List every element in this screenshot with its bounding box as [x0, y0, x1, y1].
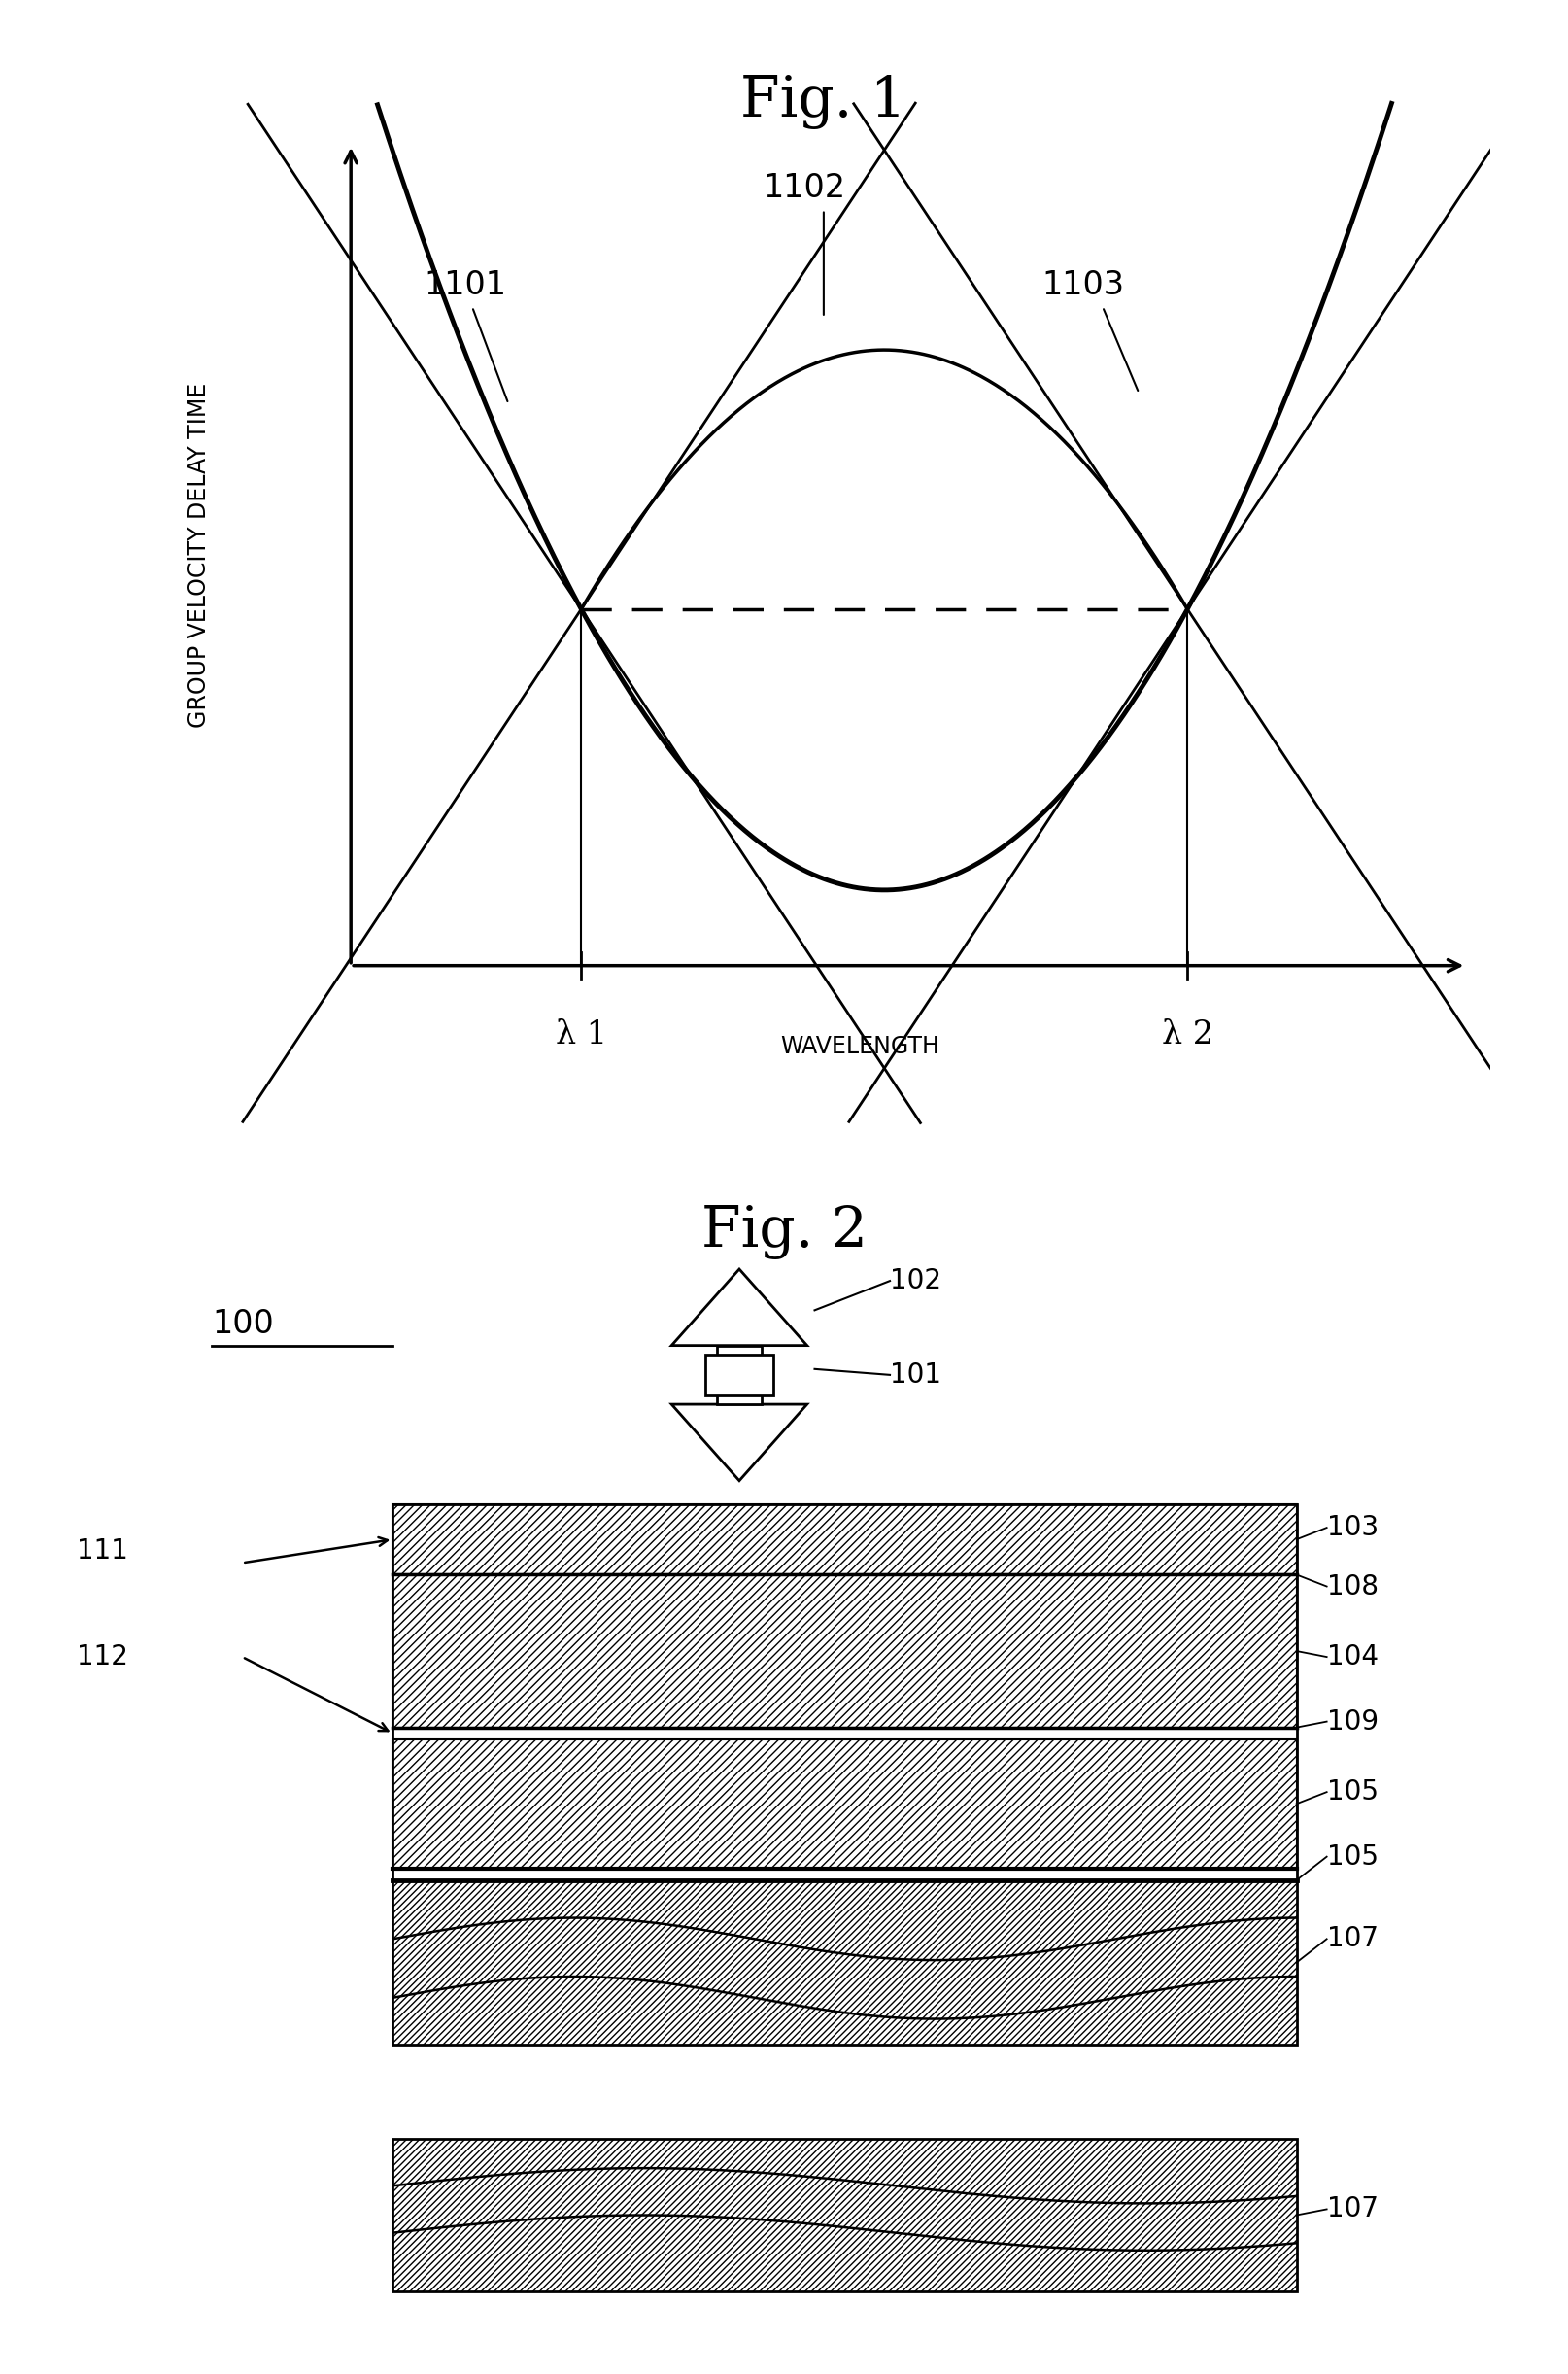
Text: 103: 103 [1327, 1515, 1377, 1541]
Text: 1102: 1102 [762, 171, 845, 204]
Text: 104: 104 [1327, 1643, 1377, 1671]
Bar [392, 1880, 1295, 2044]
Bar [392, 1574, 1295, 1728]
Text: 1101: 1101 [423, 268, 506, 301]
Text: 111: 111 [77, 1538, 129, 1564]
Polygon shape [671, 1405, 806, 1481]
Bar [392, 1505, 1295, 2044]
Text: λ 1: λ 1 [555, 1021, 607, 1052]
Text: 107: 107 [1327, 2196, 1377, 2222]
Bar [392, 2139, 1295, 2291]
Text: 112: 112 [77, 1643, 129, 1671]
Bar [392, 1740, 1295, 1868]
Bar [717, 1346, 762, 1405]
Text: Fig. 1: Fig. 1 [740, 74, 906, 128]
Text: Fig. 2: Fig. 2 [701, 1204, 867, 1258]
Bar [392, 2139, 1295, 2291]
Text: 105: 105 [1327, 1778, 1377, 1807]
Bar [392, 1505, 1295, 1574]
Text: 105: 105 [1327, 1842, 1377, 1871]
Polygon shape [671, 1270, 806, 1346]
Text: λ 2: λ 2 [1160, 1021, 1212, 1052]
Text: 109: 109 [1327, 1707, 1377, 1735]
Text: 107: 107 [1327, 1925, 1377, 1951]
Text: GROUP VELOCITY DELAY TIME: GROUP VELOCITY DELAY TIME [188, 382, 210, 729]
Bar [392, 1505, 1295, 2044]
Text: 108: 108 [1327, 1574, 1377, 1600]
Bar [392, 2139, 1295, 2291]
Text: 102: 102 [889, 1268, 941, 1294]
Bar [706, 1353, 773, 1396]
Text: 100: 100 [212, 1308, 274, 1339]
Text: 1103: 1103 [1041, 268, 1124, 301]
Text: WAVELENGTH: WAVELENGTH [779, 1035, 939, 1059]
Text: 101: 101 [889, 1360, 941, 1389]
